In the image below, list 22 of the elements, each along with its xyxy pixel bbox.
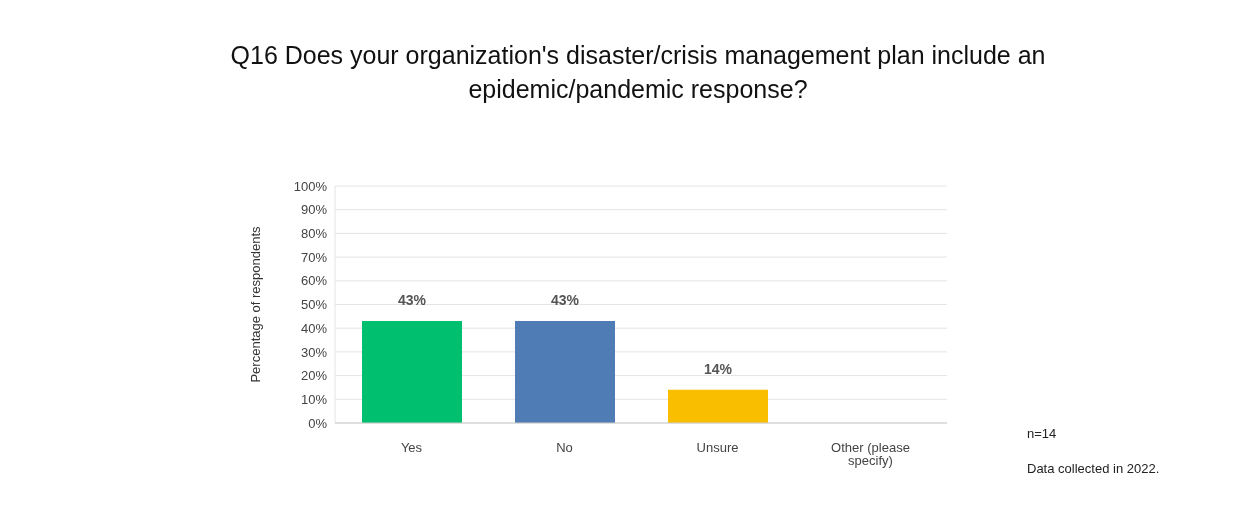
y-tick-label: 60%	[300, 273, 328, 289]
data-label: 43%	[550, 292, 580, 309]
text: n=14	[1027, 426, 1057, 441]
x-tick-label: Yes	[400, 440, 423, 456]
y-tick-label: 40%	[300, 320, 328, 336]
y-tick-label: 30%	[300, 344, 328, 360]
y-tick-label: 70%	[300, 249, 328, 265]
y-tick-label: 100%	[293, 178, 328, 194]
y-tick-label: 10%	[300, 391, 328, 407]
y-tick-label: 50%	[300, 297, 328, 313]
chart-title: Q16 Does your organization's disaster/crisis management plan include an epidemic/pandemic response?	[229, 40, 1047, 105]
y-tick-label: 80%	[300, 226, 328, 242]
y-tick-label: 90%	[300, 202, 328, 218]
x-tick-label: Other (please specify)	[831, 440, 910, 469]
data-label: 43%	[397, 292, 427, 309]
y-axis-title: Percentage of respondents	[247, 225, 263, 383]
data-label: 14%	[703, 360, 733, 377]
x-tick-label: Unsure	[696, 440, 739, 456]
text: Data collected in 2022.	[1027, 461, 1160, 476]
y-tick-label: 20%	[300, 368, 328, 384]
x-tick-label: No	[556, 440, 573, 456]
y-tick-label: 0%	[308, 415, 328, 431]
